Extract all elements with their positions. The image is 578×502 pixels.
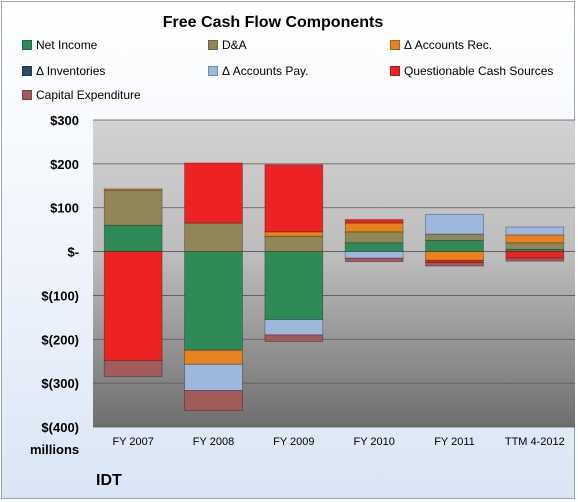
bar-segment xyxy=(344,231,404,244)
legend-label: Δ Accounts Pay. xyxy=(222,64,309,78)
brand-label: IDT xyxy=(96,472,122,489)
x-tick-label: FY 2008 xyxy=(193,436,234,448)
legend-swatch xyxy=(22,66,32,76)
legend-label: Capital Expenditure xyxy=(36,88,141,102)
legend-label: Questionable Cash Sources xyxy=(404,64,554,78)
unit-label: millions xyxy=(30,442,80,457)
legend-item-capex: Capital Expenditure xyxy=(22,88,141,102)
bar-segment xyxy=(103,189,163,226)
bar-segment xyxy=(425,240,484,252)
legend-item-da: D&A xyxy=(208,38,247,52)
legend-swatch xyxy=(208,40,218,50)
y-tick-label: $100 xyxy=(50,201,79,216)
x-tick-label: TTM 4-2012 xyxy=(505,436,565,448)
bar-segment xyxy=(184,162,243,224)
bar-segment xyxy=(103,251,163,361)
bar-segment xyxy=(184,349,243,365)
bar-segment xyxy=(505,234,565,244)
legend-item-accounts-pay: Δ Accounts Pay. xyxy=(208,64,309,78)
bar-segment xyxy=(103,188,163,191)
y-tick-label: $(300) xyxy=(41,376,79,391)
y-tick-label: $(400) xyxy=(41,420,79,435)
legend-label: Net Income xyxy=(36,38,98,52)
bar-segment xyxy=(344,222,404,233)
bar-segment xyxy=(264,319,324,336)
bar-segment xyxy=(425,262,484,267)
bar-segment xyxy=(344,257,404,263)
y-tick-label: $- xyxy=(67,245,79,260)
bar-segment xyxy=(264,164,324,233)
bar-segment xyxy=(264,251,324,320)
legend-swatch xyxy=(22,90,32,100)
y-tick-label: $(100) xyxy=(41,288,79,303)
y-tick-label: $200 xyxy=(50,157,79,172)
x-tick-label: FY 2007 xyxy=(112,436,153,448)
bar-segment xyxy=(344,219,404,224)
bar-segment xyxy=(103,224,163,252)
bar-segment xyxy=(425,233,484,242)
x-tick-label: FY 2010 xyxy=(353,436,394,448)
bar-segment xyxy=(264,235,324,252)
bar-segment xyxy=(344,251,404,259)
legend-label: Δ Accounts Rec. xyxy=(404,38,493,52)
y-tick-label: $300 xyxy=(50,113,79,128)
legend-swatch xyxy=(208,66,218,76)
bar-segment xyxy=(264,231,324,237)
x-tick-label: FY 2011 xyxy=(434,436,475,448)
legend-swatch xyxy=(22,40,32,50)
bar-segment xyxy=(425,213,484,235)
bar-segment xyxy=(184,363,243,391)
legend-item-questionable-cash: Questionable Cash Sources xyxy=(390,64,553,78)
bar-segment xyxy=(184,251,243,351)
legend-label: Δ Inventories xyxy=(36,64,106,78)
x-tick-label: FY 2009 xyxy=(273,436,314,448)
bar-segment xyxy=(505,251,565,259)
legend-item-accounts-rec: Δ Accounts Rec. xyxy=(390,38,492,52)
legend-label: D&A xyxy=(222,38,247,52)
chart-title: Free Cash Flow Components xyxy=(162,14,384,31)
legend-swatch xyxy=(390,66,400,76)
bar-segment xyxy=(264,334,324,342)
bar-segment xyxy=(505,257,565,262)
plot-area xyxy=(93,120,575,427)
bar-segment xyxy=(505,242,565,250)
legend-item-net-income: Net Income xyxy=(22,38,97,52)
bar-segment xyxy=(425,251,484,261)
bar-segment xyxy=(103,359,163,377)
bar-segment xyxy=(184,222,243,252)
y-tick-label: $(200) xyxy=(41,332,79,347)
bar-segment xyxy=(184,390,243,411)
legend-item-inventories: Δ Inventories xyxy=(22,64,105,78)
bar-segment xyxy=(344,242,404,252)
bar-segment xyxy=(505,226,565,236)
legend-swatch xyxy=(390,40,400,50)
